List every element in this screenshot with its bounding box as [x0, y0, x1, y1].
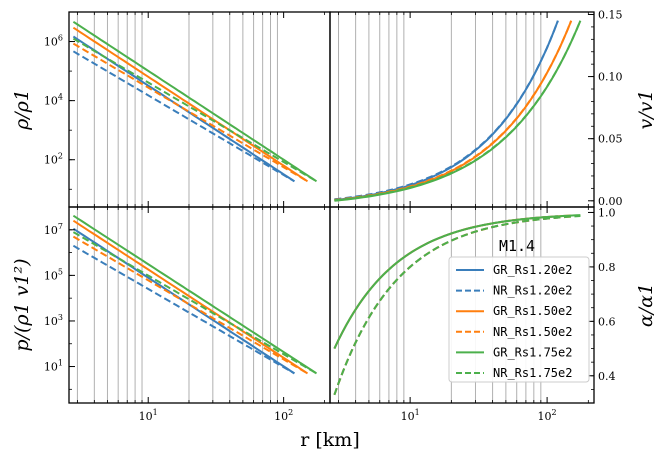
- legend-label: GR_Rs1.75e2: [493, 345, 572, 359]
- y-tick-label: 0.10: [598, 71, 623, 84]
- x-tick-label: 101: [401, 408, 420, 423]
- y-tick-label: 107: [44, 222, 63, 237]
- y-axis-label-velocity: v/v1: [635, 90, 657, 130]
- series-line-NR_Rs1.20e2: [72, 244, 295, 375]
- y-tick-label: 0.15: [598, 8, 623, 21]
- x-tick-label: 101: [139, 408, 158, 423]
- y-axis-label-lapse: α/α1: [635, 283, 657, 327]
- y-tick-label: 105: [44, 267, 63, 282]
- panel-velocity: 0.00 0.05 0.10 0.15: [329, 8, 623, 208]
- series-line-GR_Rs1.50e2: [72, 26, 309, 183]
- y-tick-label: 101: [44, 359, 63, 374]
- y-tick-label: 0.00: [598, 195, 623, 208]
- series-line-NR_Rs1.20e2: [72, 50, 295, 183]
- labels-layer: ρ/ρ1 v/v1 p/(ρ1 v1²) α/α1 r [km] M1.4 GR_Rs1.2…: [11, 89, 657, 451]
- y-tick-label: 0.8: [598, 261, 616, 274]
- legend: M1.4 GR_Rs1.20e2 NR_Rs1.20e2 GR_Rs1.50e2 NR_…: [448, 237, 590, 383]
- series-line-GR_Rs1.75e2: [72, 20, 318, 183]
- series-line-NR_Rs1.75e2: [72, 37, 318, 183]
- series-line-NR_Rs1.75e2: [334, 20, 582, 202]
- series-line-GR_Rs1.75e2: [334, 20, 582, 202]
- y-tick-label: 0.05: [598, 133, 623, 146]
- x-axis-label: r [km]: [300, 429, 359, 451]
- series-line-NR_Rs1.75e2: [333, 215, 581, 396]
- y-tick-label: 1.0: [598, 206, 616, 219]
- legend-label: NR_Rs1.75e2: [493, 366, 572, 380]
- series-line-GR_Rs1.75e2: [333, 214, 581, 350]
- panel-frame: [329, 11, 595, 208]
- series-line-NR_Rs1.75e2: [72, 231, 318, 375]
- legend-label: NR_Rs1.50e2: [493, 325, 572, 339]
- legend-label: GR_Rs1.20e2: [493, 263, 572, 277]
- y-axis-label-pressure: p/(ρ1 v1²): [11, 258, 33, 351]
- y-tick-label: 106: [44, 34, 63, 49]
- legend-label: GR_Rs1.50e2: [493, 304, 572, 318]
- series-line-NR_Rs1.50e2: [72, 42, 309, 183]
- series-line-GR_Rs1.50e2: [72, 219, 309, 375]
- y-tick-label: 103: [44, 313, 63, 328]
- legend-box: [448, 256, 590, 383]
- panel-frame: [68, 206, 331, 404]
- legend-title: M1.4: [499, 237, 535, 255]
- x-tick-label: 102: [538, 408, 557, 423]
- panel-frame: [329, 206, 595, 404]
- panel-pressure: 101 102 101 103 105 107: [44, 206, 331, 423]
- y-tick-label: 102: [44, 152, 63, 167]
- y-axis-label-density: ρ/ρ1: [11, 89, 33, 131]
- series-line-GR_Rs1.75e2: [72, 214, 318, 375]
- x-tick-label: 102: [274, 408, 293, 423]
- y-tick-label: 0.6: [598, 315, 616, 328]
- panel-density: 102 104 106: [44, 11, 331, 208]
- y-tick-label: 104: [44, 93, 63, 108]
- series-line-NR_Rs1.50e2: [72, 235, 309, 375]
- y-tick-label: 0.4: [598, 370, 616, 383]
- legend-label: NR_Rs1.20e2: [493, 284, 572, 298]
